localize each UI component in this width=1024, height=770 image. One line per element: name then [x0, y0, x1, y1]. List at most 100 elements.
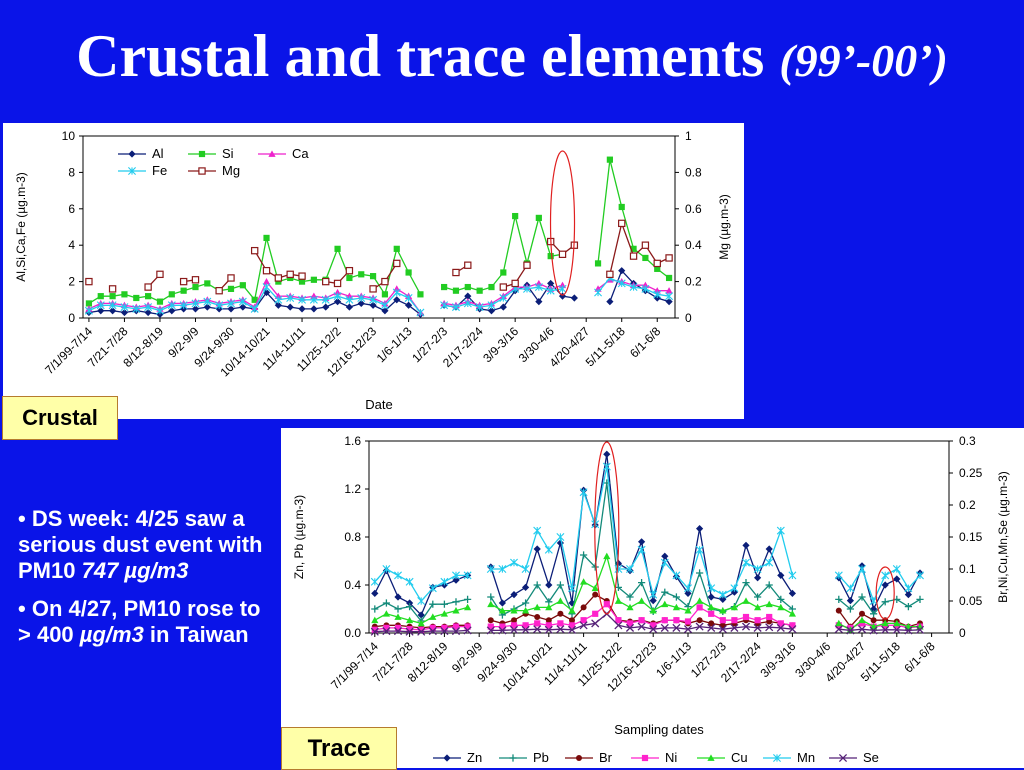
data-point [487, 600, 495, 608]
data-point [298, 272, 306, 280]
y-right-tick-label: 0.05 [959, 594, 983, 608]
y-right-tick-label: 0.2 [685, 275, 702, 289]
data-point [500, 269, 507, 276]
data-point [707, 603, 715, 611]
data-point [452, 268, 460, 277]
data-point [869, 626, 878, 635]
data-point [394, 605, 402, 613]
crustal-tag: Crustal [2, 396, 118, 440]
data-point [893, 575, 901, 583]
data-point [371, 589, 379, 597]
data-point [857, 625, 867, 634]
data-point [754, 603, 762, 611]
data-point [533, 526, 542, 535]
x-tick-label: 3/9-3/16 [757, 639, 798, 680]
data-point [558, 250, 567, 258]
data-point [381, 291, 389, 298]
data-point [383, 624, 390, 631]
highlight-oval [875, 566, 895, 620]
data-point [556, 597, 564, 604]
data-point [499, 623, 506, 630]
data-point [97, 293, 104, 300]
data-point [556, 539, 564, 547]
data-point [614, 597, 622, 604]
legend-label: Mn [797, 750, 815, 765]
data-point [556, 581, 564, 589]
data-point [696, 569, 704, 577]
data-point [416, 308, 425, 317]
data-point [893, 619, 901, 627]
data-point [310, 305, 318, 313]
data-point [168, 291, 175, 298]
data-point [661, 552, 669, 560]
data-point [191, 299, 200, 308]
data-point [638, 538, 646, 546]
data-point [696, 525, 704, 533]
data-point [881, 598, 889, 606]
data-point [452, 607, 460, 614]
data-point [109, 293, 116, 300]
data-point [522, 599, 530, 607]
legend-marker [773, 754, 781, 762]
legend-marker [707, 754, 715, 761]
data-point [665, 292, 674, 301]
data-point [777, 603, 785, 611]
data-point [382, 610, 390, 617]
x-tick-label: 6/1-6/8 [901, 639, 938, 676]
legend: Zn Pb Br Ni Cu Mn Se [433, 750, 879, 765]
data-point [203, 297, 212, 306]
data-point [498, 626, 507, 635]
data-point [649, 625, 658, 634]
data-point [96, 301, 105, 310]
data-point [84, 306, 93, 315]
data-point [441, 283, 448, 291]
legend-label: Se [863, 750, 879, 765]
data-point [215, 301, 224, 310]
data-point [357, 293, 366, 302]
x-tick-label: 1/6-1/13 [653, 639, 694, 680]
data-point [672, 593, 680, 601]
data-point [286, 293, 295, 302]
data-point [742, 613, 750, 621]
legend-marker [268, 150, 276, 157]
y-left-tick-label: 1.2 [344, 482, 361, 496]
series-zn [371, 450, 924, 619]
bullet-1-text: DS week: 4/25 saw a serious dust event w… [18, 506, 263, 583]
data-point [614, 621, 623, 630]
data-point [239, 282, 246, 289]
legend-marker [198, 150, 206, 158]
data-point [263, 234, 270, 242]
y-left-tick-label: 8 [68, 165, 75, 179]
data-point [487, 301, 496, 310]
data-point [602, 462, 611, 471]
data-point [191, 276, 200, 284]
data-point [510, 607, 518, 614]
x-tick-label: 6/1-6/8 [627, 324, 664, 361]
y-left-tick-label: 0 [68, 311, 75, 325]
data-point [262, 278, 271, 285]
data-point [533, 603, 541, 611]
data-point [476, 287, 483, 294]
series-pb [371, 479, 924, 625]
data-point [371, 605, 379, 613]
data-point [393, 245, 400, 252]
data-point [440, 301, 449, 310]
data-point [464, 623, 471, 630]
data-point [333, 298, 342, 306]
data-point [754, 617, 761, 624]
data-point [661, 600, 669, 608]
slide-title: Crustal and trace elements (99’-00’) [0, 18, 1024, 99]
data-point [626, 620, 634, 627]
data-point [708, 610, 715, 617]
data-point [629, 252, 638, 260]
data-point [835, 607, 842, 614]
bullet-2-value: µg/m3 [79, 622, 144, 647]
data-point [120, 303, 129, 312]
legend-label: Br [599, 750, 613, 765]
bullet-1-value: 747 µg/m3 [81, 558, 189, 583]
y-left-tick-label: 0.4 [344, 578, 361, 592]
data-point [788, 610, 796, 617]
data-point [499, 293, 508, 302]
data-point [544, 625, 553, 634]
data-point [630, 245, 637, 252]
